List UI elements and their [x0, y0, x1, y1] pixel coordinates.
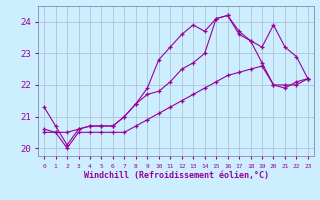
- X-axis label: Windchill (Refroidissement éolien,°C): Windchill (Refroidissement éolien,°C): [84, 171, 268, 180]
